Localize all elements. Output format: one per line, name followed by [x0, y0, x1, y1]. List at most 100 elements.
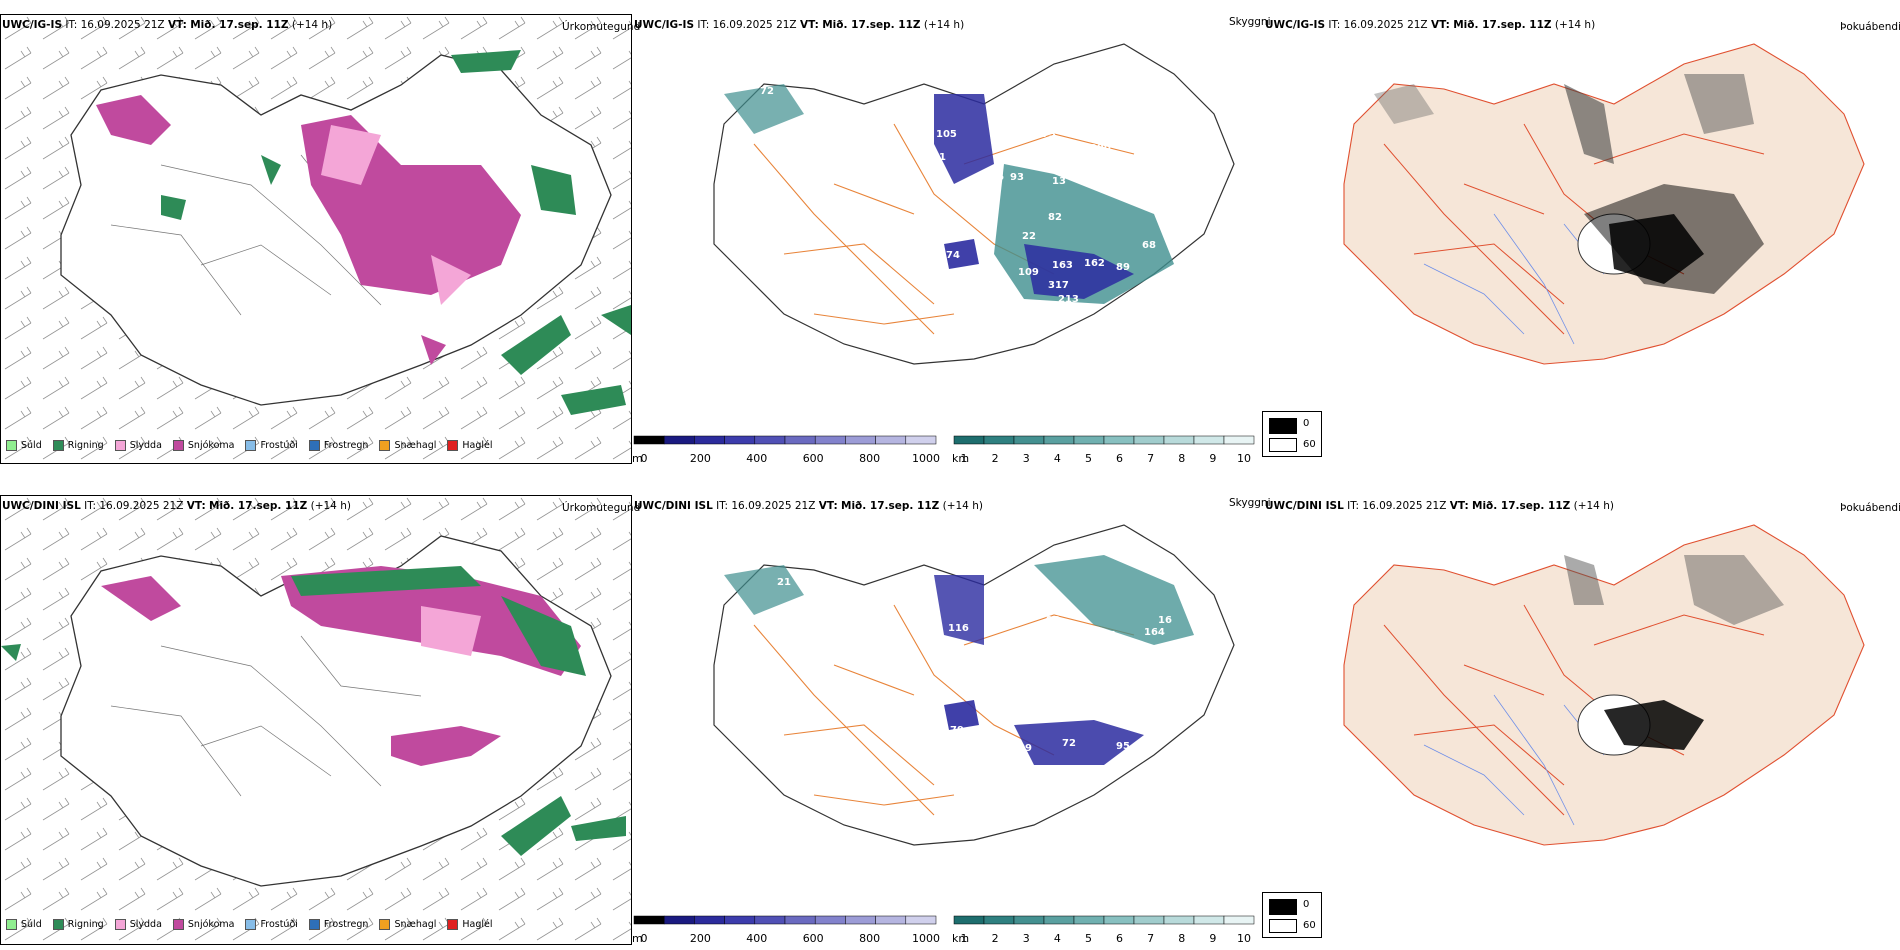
legend-item: Súld [6, 919, 42, 930]
colorbar-cell [1013, 435, 1045, 445]
legend-swatch [6, 440, 17, 451]
ceiling-map-2: 21 116 98 98 55 121 267 92 164 79 89 72 … [713, 524, 1235, 846]
legend-item: Snjókoma [172, 440, 234, 451]
colorbar-tick: 6 [1116, 452, 1123, 465]
colorbar-tick: 9 [1209, 452, 1216, 465]
colorbar-cell [633, 915, 665, 925]
valid-time: Mið. 17.sep. 11Z [190, 19, 289, 31]
legend-item: Rigning [52, 919, 104, 930]
ceiling-colorbar-1: m0 200 400 600 800 1000 [632, 435, 940, 465]
colorbar-cell [953, 915, 985, 925]
ceiling-label: 68 [1142, 240, 1156, 251]
colorbars-2: m0 200 400 600 800 1000 km1 2 3 4 5 6 7 8 9 10 [632, 915, 1255, 945]
ceiling-label: 290 [1090, 143, 1111, 154]
legend-item: Frostúði [245, 440, 298, 451]
ceiling-label: 86 [990, 172, 1004, 183]
colorbar-tick: 1000 [912, 452, 940, 465]
fog-legend-2: 0 60 [1262, 892, 1322, 938]
colorbar-cell [1193, 435, 1225, 445]
colorbar-cell [1103, 915, 1135, 925]
ceiling-label: 213 [1058, 294, 1079, 305]
colorbar-tick: 600 [803, 932, 824, 945]
ceiling-labels-1: 105 81 79 75 86 93 73 184 290 149 13 82 … [760, 86, 1156, 305]
ceiling-label: 21 [777, 577, 791, 588]
ceiling-label: 72 [1062, 738, 1076, 749]
ceiling-label: 95 [1116, 741, 1130, 752]
ceiling-label: 79 [962, 179, 976, 190]
ceiling-label: 93 [1010, 172, 1024, 183]
visibility-colorbar-1: km1 2 3 4 5 6 7 8 9 10 [952, 435, 1255, 465]
ceiling-label: 22 [1022, 231, 1036, 242]
fog-panel-1 [1264, 14, 1900, 434]
precip-panel-1 [0, 14, 632, 464]
colorbar-cell [953, 435, 985, 445]
colorbar-tick: 800 [859, 452, 880, 465]
colorbar-cell [1073, 435, 1105, 445]
colorbar-cell [1073, 915, 1105, 925]
legend-item: Rigning [52, 440, 104, 451]
colorbar-cell [663, 435, 695, 445]
colorbar-cell [724, 915, 756, 925]
ceiling-label: 98 [1046, 615, 1060, 626]
colorbar-tick: 200 [690, 932, 711, 945]
precip-map-1 [1, 15, 631, 463]
colorbar-tick: 0 [641, 932, 648, 945]
ceiling-label: 98 [1028, 604, 1042, 615]
legend-swatch [379, 440, 391, 451]
colorbar-cell [845, 915, 876, 925]
colorbar-tick: 200 [690, 452, 711, 465]
colorbar-cell [1133, 435, 1165, 445]
colorbar-tick: 10 [1237, 452, 1251, 465]
legend-item: Slydda [114, 440, 162, 451]
ceiling-label: 89 [1116, 262, 1130, 273]
fog-swatch-0 [1269, 418, 1297, 434]
legend-item: Frostregn [308, 919, 368, 930]
colorbar-cell [1043, 435, 1075, 445]
ceiling-labels-2: 21 116 98 98 55 121 267 92 164 79 89 72 … [777, 577, 1172, 754]
valid-prefix: VT: [167, 19, 187, 31]
ceiling-label: 164 [1144, 627, 1165, 638]
precip-panel-2 [0, 495, 632, 945]
colorbar-cell [814, 915, 846, 925]
ceiling-colorbar-2: m0 200 400 600 800 1000 [632, 915, 940, 945]
colorbar-tick: 3 [1023, 452, 1030, 465]
colorbar-cell [784, 915, 816, 925]
visibility-colorbar-2: km1 2 3 4 5 6 7 8 9 10 [952, 915, 1255, 945]
precip-legend-2: Súld Rigning Slydda Snjókoma Frostúði Fr… [6, 919, 504, 930]
fog-legend-1: 0 60 [1262, 411, 1322, 457]
legend-item: Frostregn [308, 440, 368, 451]
ceiling-label: 55 [1050, 648, 1064, 659]
ceiling-title-2: Skyggni [1229, 497, 1271, 509]
ceiling-label: 116 [948, 623, 969, 634]
ceiling-label: 105 [936, 129, 957, 140]
colorbar-cell [694, 915, 725, 925]
colorbar-unit: m [632, 452, 643, 465]
fog-panel-2 [1264, 495, 1900, 915]
colorbar-tick: 1000 [912, 932, 940, 945]
header-2: UWC/IG-IS IT: 16.09.2025 21Z VT: Mið. 17… [634, 19, 965, 31]
ceiling-panel-2: 21 116 98 98 55 121 267 92 164 79 89 72 … [634, 495, 1264, 915]
colorbar-cell [1223, 915, 1255, 925]
colorbar-tick: 8 [1178, 452, 1185, 465]
header-3: UWC/IG-IS IT: 16.09.2025 21Z VT: Mið. 17… [1265, 19, 1596, 31]
colorbar-cell [1163, 915, 1195, 925]
ceiling-label: 74 [946, 250, 960, 261]
ceiling-label: 184 [1090, 129, 1111, 140]
colorbar-cell [724, 435, 756, 445]
legend-swatch [308, 440, 320, 451]
legend-item: Haglél [447, 440, 493, 451]
colorbar-cell [845, 435, 876, 445]
colorbar-unit: km [952, 452, 969, 465]
colorbar-cell [875, 435, 907, 445]
colorbar-cell [875, 915, 907, 925]
colorbar-cell [1163, 435, 1195, 445]
colorbar-cell [1133, 915, 1165, 925]
ceiling-label: 79 [950, 725, 964, 736]
ceiling-title-1: Skyggni [1229, 16, 1271, 28]
colorbar-tick: 10 [1237, 932, 1251, 945]
colorbar-cell [633, 435, 665, 445]
colorbar-unit: km [952, 932, 969, 945]
colorbar-tick: 5 [1085, 932, 1092, 945]
issue-prefix: IT: [65, 19, 78, 31]
colorbar-tick: 7 [1147, 452, 1154, 465]
